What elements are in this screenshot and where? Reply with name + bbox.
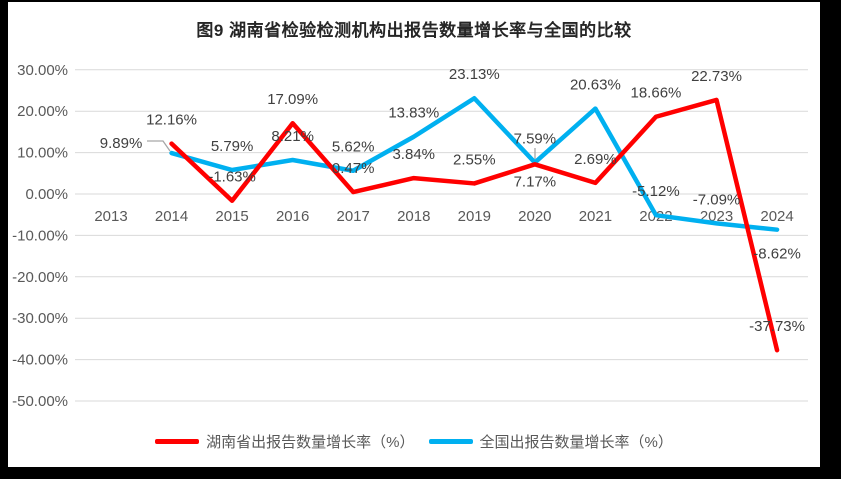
data-label-hunan-2016: 17.09% [267,91,318,108]
data-label-national-2020: 7.59% [514,131,557,148]
x-axis-tick-label: 2013 [94,208,127,225]
x-axis-tick-label: 2017 [337,208,370,225]
legend-label-hunan: 湖南省出报告数量增长率（%） [206,434,415,451]
y-axis-tick-label: -20.00% [12,269,68,286]
legend-item-hunan: 湖南省出报告数量增长率（%） [155,431,415,452]
chart-canvas: 30.00% 20.00% 10.00% 0.00% -10.00% -20.00% -30… [12,62,808,410]
data-label-hunan-2019: 2.55% [453,151,496,168]
series-line-hunan [169,97,780,353]
data-label-national-2022: -5.12% [632,183,680,200]
y-axis-tick-label: -10.00% [12,227,68,244]
x-axis-tick-label: 2021 [579,208,612,225]
legend-swatch-national [428,439,473,444]
legend-item-national: 全国出报告数量增长率（%） [428,431,673,452]
chart-area: 图9 湖南省检验检测机构出报告数量增长率与全国的比较 30.00% 20.00% 1… [8,2,820,467]
x-axis-tick-label: 2016 [276,208,309,225]
y-axis-tick-label: -50.00% [12,393,68,410]
x-axis-tick-label: 2024 [760,208,793,225]
data-label-national-2016: 8.21% [271,128,314,145]
data-label-national-2018: 13.83% [388,105,439,122]
data-label-hunan-2020: 7.17% [514,173,557,190]
x-axis-tick-label: 2019 [458,208,491,225]
y-axis-tick-label: -30.00% [12,310,68,327]
data-label-hunan-2018: 3.84% [392,146,435,163]
data-label-hunan-2024: -37.73% [749,318,805,335]
y-axis-tick-label: 10.00% [17,145,68,162]
data-label-hunan-2021: 2.69% [574,151,617,168]
y-axis-tick-label: 0.00% [25,186,68,203]
chart-title: 图9 湖南省检验检测机构出报告数量增长率与全国的比较 [196,21,632,40]
data-label-hunan-2017: 0.47% [332,160,375,177]
y-axis-tick-label: 20.00% [17,103,68,120]
legend-swatch-hunan [155,439,200,444]
data-label-hunan-2023: 22.73% [691,68,742,85]
legend-label-national: 全国出报告数量增长率（%） [479,434,673,451]
x-axis-tick-label: 2014 [155,208,188,225]
x-axis-tick-label: 2015 [215,208,248,225]
data-label-hunan-2015: -1.63% [208,169,256,186]
data-label-national-2023: -7.09% [693,191,741,208]
data-label-hunan-2014: 12.16% [146,112,197,129]
data-label-national-2014: 9.89% [100,135,143,152]
chart-legend: 湖南省出报告数量增长率（%） 全国出报告数量增长率（%） [8,431,820,452]
y-axis-tick-label: 30.00% [17,62,68,79]
data-label-national-2019: 23.13% [449,66,500,83]
x-axis-tick-label: 2018 [397,208,430,225]
data-label-national-2021: 20.63% [570,77,621,94]
data-label-national-2017: 5.62% [332,139,375,156]
series-line-national [169,95,780,232]
x-axis-tick-label: 2020 [518,208,551,225]
data-label-hunan-2022: 18.66% [631,85,682,102]
data-label-national-2024: -8.62% [753,246,801,263]
y-axis-tick-label: -40.00% [12,352,68,369]
data-label-national-2015: 5.79% [211,138,254,155]
leader-line-national-2014 [147,140,171,152]
